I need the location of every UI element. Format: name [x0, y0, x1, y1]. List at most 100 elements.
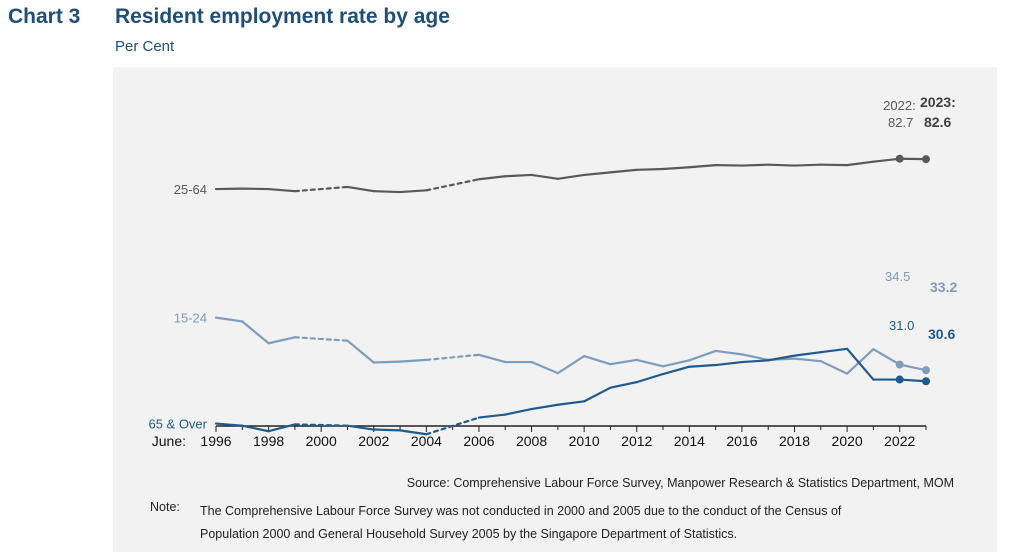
- annotation-65-2023: 30.6: [928, 326, 955, 342]
- series-segment-2: [293, 423, 349, 427]
- x-tick-label: 1998: [253, 433, 284, 449]
- series-segment-2: [688, 363, 717, 368]
- annotation-year-2023: 2023:: [920, 94, 956, 110]
- series-segment-1: [609, 358, 638, 366]
- series-segment-2: [267, 423, 296, 433]
- data-point-marker: [895, 154, 904, 163]
- series-segment-2: [898, 378, 928, 383]
- series-label: 65 & Over: [148, 417, 207, 432]
- data-point-marker: [895, 360, 904, 369]
- series-segment-0: [793, 163, 822, 167]
- series-segment-2: [635, 372, 665, 384]
- series-segment-2: [793, 351, 822, 357]
- series-segment-2: [556, 400, 586, 406]
- series-segment-2: [372, 428, 402, 432]
- series-segment-2: [398, 429, 428, 436]
- series-segment-1: [477, 353, 507, 364]
- x-tick-label: 2002: [358, 433, 389, 449]
- annotation-65-2022: 31.0: [889, 318, 914, 333]
- x-tick-label: 2014: [674, 433, 705, 449]
- x-tick-label: 2020: [832, 433, 863, 449]
- x-axis-prefix: June:: [152, 433, 186, 449]
- series-segment-1: [530, 360, 559, 375]
- series-segment-2: [661, 365, 691, 376]
- series-segment-0: [583, 171, 612, 177]
- series-segment-1: [583, 354, 612, 366]
- series-segment-0: [504, 173, 533, 178]
- series-segment-1: [846, 348, 875, 375]
- series-segment-2: [819, 347, 849, 354]
- chart-panel: [113, 67, 997, 552]
- series-segment-2: [241, 424, 270, 433]
- x-tick-label: 2006: [463, 433, 494, 449]
- series-segment-2: [609, 381, 638, 389]
- x-tick-label: 2000: [306, 433, 337, 449]
- series-segment-0: [688, 164, 717, 169]
- series-segment-0: [661, 166, 691, 171]
- series-segment-2: [740, 359, 770, 364]
- note-label: Note:: [150, 500, 180, 514]
- series-segment-2: [346, 424, 375, 431]
- series-segment-2: [767, 354, 796, 362]
- series-segment-1: [267, 336, 296, 345]
- series-segment-1: [661, 359, 691, 368]
- series-segment-0: [609, 168, 638, 174]
- chart-title: Resident employment rate by age: [115, 5, 450, 28]
- series-segment-1: [872, 348, 901, 366]
- annotation-15-24-2022: 34.5: [885, 269, 910, 284]
- source-text: Source: Comprehensive Labour Force Surve…: [406, 476, 954, 490]
- annotation-25-64-2022: 82.7: [888, 115, 913, 130]
- data-point-marker: [922, 366, 930, 375]
- series-segment-0: [872, 157, 901, 163]
- series-segment-0: [767, 163, 796, 167]
- series-segment-0: [846, 160, 875, 167]
- x-tick-label: 2004: [411, 433, 442, 449]
- x-tick-label: 2016: [726, 433, 757, 449]
- series-label: 15-24: [174, 311, 207, 326]
- note-text: The Comprehensive Labour Force Survey wa…: [200, 504, 842, 541]
- data-point-marker: [922, 377, 930, 386]
- series-segment-1: [898, 363, 928, 372]
- x-tick-label: 2022: [884, 433, 915, 449]
- series-segment-2: [477, 413, 507, 419]
- series-segment-0: [477, 175, 507, 181]
- series-segment-1: [688, 349, 717, 362]
- series-segment-0: [740, 163, 770, 167]
- series-segment-0: [267, 187, 296, 193]
- x-tick-label: 1996: [200, 433, 231, 449]
- series-segment-1: [241, 320, 270, 345]
- annotation-25-64-2023: 82.6: [924, 114, 951, 130]
- data-point-marker: [895, 375, 904, 384]
- series-label: 25-64: [174, 182, 207, 197]
- series-segment-1: [740, 353, 770, 362]
- series-segment-0: [346, 185, 375, 193]
- chart-unit: Per Cent: [115, 38, 175, 55]
- x-tick-label: 2018: [779, 433, 810, 449]
- x-tick-label: 2012: [621, 433, 652, 449]
- series-segment-0: [293, 185, 349, 193]
- series-segment-2: [214, 422, 244, 427]
- series-segment-2: [425, 416, 481, 436]
- series-segment-1: [819, 360, 849, 375]
- x-tick-label: 2008: [516, 433, 547, 449]
- series-segment-1: [372, 360, 402, 364]
- series-segment-0: [425, 178, 481, 192]
- series-segment-2: [504, 407, 533, 416]
- annotation-year-2022: 2022:: [883, 98, 916, 113]
- x-tick-label: 2010: [569, 433, 600, 449]
- data-point-marker: [922, 155, 930, 164]
- series-segment-1: [714, 349, 744, 356]
- series-segment-1: [346, 339, 375, 364]
- series-segment-1: [793, 357, 822, 363]
- annotation-15-24-2023: 33.2: [930, 279, 957, 295]
- series-segment-2: [714, 360, 744, 367]
- series-segment-2: [530, 403, 559, 411]
- series-segment-1: [635, 358, 665, 368]
- series-segment-1: [425, 353, 481, 362]
- series-segment-0: [530, 173, 559, 180]
- series-segment-2: [583, 386, 612, 403]
- series-segment-0: [372, 190, 402, 194]
- series-segment-1: [214, 316, 244, 323]
- chart-number: Chart 3: [8, 5, 81, 28]
